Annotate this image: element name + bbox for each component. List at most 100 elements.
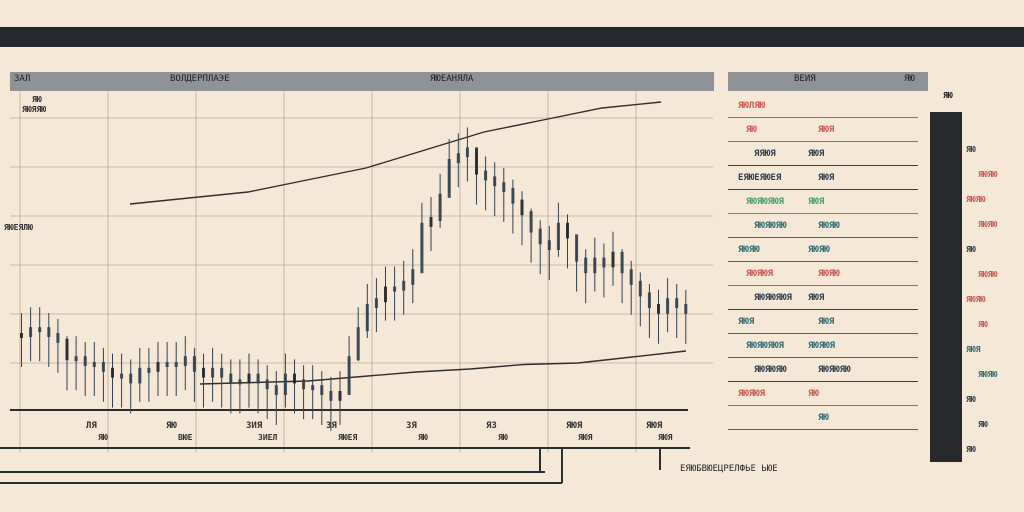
order-book-value[interactable]: ЯЮ — [818, 413, 829, 423]
price-bar — [229, 373, 233, 384]
order-book-label[interactable]: ЯЮЛЯЮ — [738, 101, 766, 111]
right-scale-label: ЯЮ — [978, 320, 988, 329]
price-bar — [283, 373, 287, 395]
price-bar — [511, 188, 515, 204]
order-book-value[interactable]: ЯЮЯ — [808, 197, 825, 207]
price-bar — [293, 373, 296, 384]
price-bar — [684, 304, 688, 314]
right-scale-label: ЯЮЯЮ — [966, 295, 986, 304]
price-bar — [556, 222, 560, 250]
order-book-value[interactable]: ЯЮЯЮ — [818, 269, 840, 279]
chart-header-left: ЗАЛ — [14, 74, 31, 84]
top-dark-bar — [0, 27, 1024, 47]
price-bar — [83, 356, 87, 366]
price-bar — [584, 257, 588, 274]
order-book-value[interactable]: ЯЮЯЮЯЮ — [818, 365, 851, 375]
price-bar — [156, 362, 160, 372]
price-bar — [493, 176, 497, 187]
order-book-label[interactable]: ЯЮЯЮЯЮЯ — [754, 293, 792, 303]
price-bar — [475, 147, 478, 175]
chart-grid — [0, 92, 713, 484]
price-bar — [456, 153, 460, 163]
price-bar — [147, 367, 151, 373]
x-axis-label: ЯЮ — [166, 421, 177, 431]
order-book-label[interactable]: ЕЯЮЕЯЮЕЯ — [738, 173, 782, 183]
order-book-value[interactable]: ЯЮЯ — [808, 293, 825, 303]
chart-header-center-right: ЯЮЕАНЯЛА — [430, 74, 474, 84]
price-bar — [238, 379, 242, 385]
price-bar — [247, 373, 251, 384]
right-scale-label: ЯЮ — [966, 145, 976, 154]
order-book-value[interactable]: ЯЮЯ — [818, 173, 835, 183]
x-axis-sub-label: ЯЮ — [418, 433, 428, 442]
order-book-row-line — [728, 189, 918, 190]
order-book-label[interactable]: ЯЮЯ — [738, 317, 755, 327]
x-axis-label: ЗИЯ — [246, 421, 263, 431]
order-book-value[interactable]: ЯЮЯЮ — [818, 221, 840, 231]
overlay-line — [199, 350, 687, 385]
order-book-label[interactable]: ЯЮЯЮЯ — [738, 389, 766, 399]
price-bar — [38, 327, 42, 333]
price-bar — [402, 280, 406, 291]
x-axis-sub-label: ЗИЕЛ — [258, 433, 277, 442]
right-scale-label: ЯЮ — [966, 395, 976, 404]
order-book-row-line — [728, 141, 918, 142]
x-axis-sub-label: ЯЮ — [98, 433, 108, 442]
chart-header-center-left: ВОЛДЕРПЛАЭЕ — [170, 74, 230, 84]
order-book-label[interactable]: ЯЮЯЮ — [738, 245, 760, 255]
price-bar — [538, 228, 542, 245]
price-bar — [602, 257, 606, 268]
order-book-value[interactable]: ЯЮ — [808, 389, 819, 399]
price-bar — [547, 240, 551, 250]
order-book-label[interactable]: ЯЮЯЮЯ — [746, 269, 774, 279]
right-scale-label: ЯЮЯЮ — [978, 220, 998, 229]
price-bar — [192, 356, 196, 372]
price-bar — [593, 257, 597, 274]
right-scale-label: ЯЮЯЮ — [978, 170, 998, 179]
price-bar — [356, 327, 360, 361]
price-bar — [120, 373, 124, 379]
order-book-row-line — [728, 309, 918, 310]
x-axis-sub-label: ЯЮЕЯ — [338, 433, 357, 442]
order-book-label[interactable]: ЯЮ — [746, 125, 757, 135]
order-book-row-line — [728, 117, 918, 118]
right-scale-label: ЯЮ — [966, 445, 976, 454]
price-bar — [638, 280, 642, 297]
order-book-value[interactable]: ЯЮЯЮЯ — [808, 341, 836, 351]
order-book-value[interactable]: ЯЮЯ — [818, 125, 835, 135]
price-bar — [484, 170, 488, 181]
order-book-label[interactable]: ЯЮЯЮЯЮЯ — [746, 197, 784, 207]
footer-text: ЕЯЮБВЮЕЦРЕЛФЬЕ ЬЮЕ — [680, 464, 778, 474]
price-bar — [365, 304, 369, 332]
chart-labels: ЛЯЯЮЯЮВЮЕЗИЯЗИЕЛЗЯЯЮЕЯЗЯЯЮЯЗЯЮЯЮЯЯЮЯЯЮЯЯ… — [4, 95, 673, 442]
price-bar — [256, 373, 260, 384]
price-bar — [393, 286, 397, 292]
chart-header: ЗАЛ ВОЛДЕРПЛАЭЕ ЯЮЕАНЯЛА — [10, 72, 714, 91]
price-bar — [347, 356, 351, 395]
right-scroll-rail[interactable] — [930, 112, 962, 462]
overlay-lines — [129, 101, 687, 385]
x-axis-label: ЯЮЯ — [646, 421, 663, 431]
order-book-value[interactable]: ЯЮЯ — [808, 149, 825, 159]
price-bar — [611, 251, 615, 268]
order-book-row-line — [728, 165, 918, 166]
price-bar — [384, 286, 387, 303]
price-bar — [92, 362, 96, 367]
price-bar — [502, 182, 506, 192]
price-bar — [220, 367, 224, 378]
order-book-label[interactable]: ЯЮЯЮЯЮЯ — [746, 341, 784, 351]
price-bar — [265, 379, 269, 390]
order-book-label[interactable]: ЯЯЮЯ — [754, 149, 776, 159]
price-bar — [311, 385, 315, 391]
order-book-row-line — [728, 285, 918, 286]
price-bar — [138, 367, 142, 384]
x-axis-label: ЛЯ — [86, 421, 97, 431]
price-bar — [438, 193, 442, 221]
order-book-value[interactable]: ЯЮЯ — [818, 317, 835, 327]
order-book-value[interactable]: ЯЮЯЮ — [808, 245, 830, 255]
order-book-label[interactable]: ЯЮЯЮЯЮ — [754, 221, 787, 231]
price-bar — [647, 292, 651, 308]
order-book-label[interactable]: ЯЮЯЮЯЮ — [754, 365, 787, 375]
price-bar — [420, 222, 424, 274]
price-bar — [566, 222, 569, 239]
